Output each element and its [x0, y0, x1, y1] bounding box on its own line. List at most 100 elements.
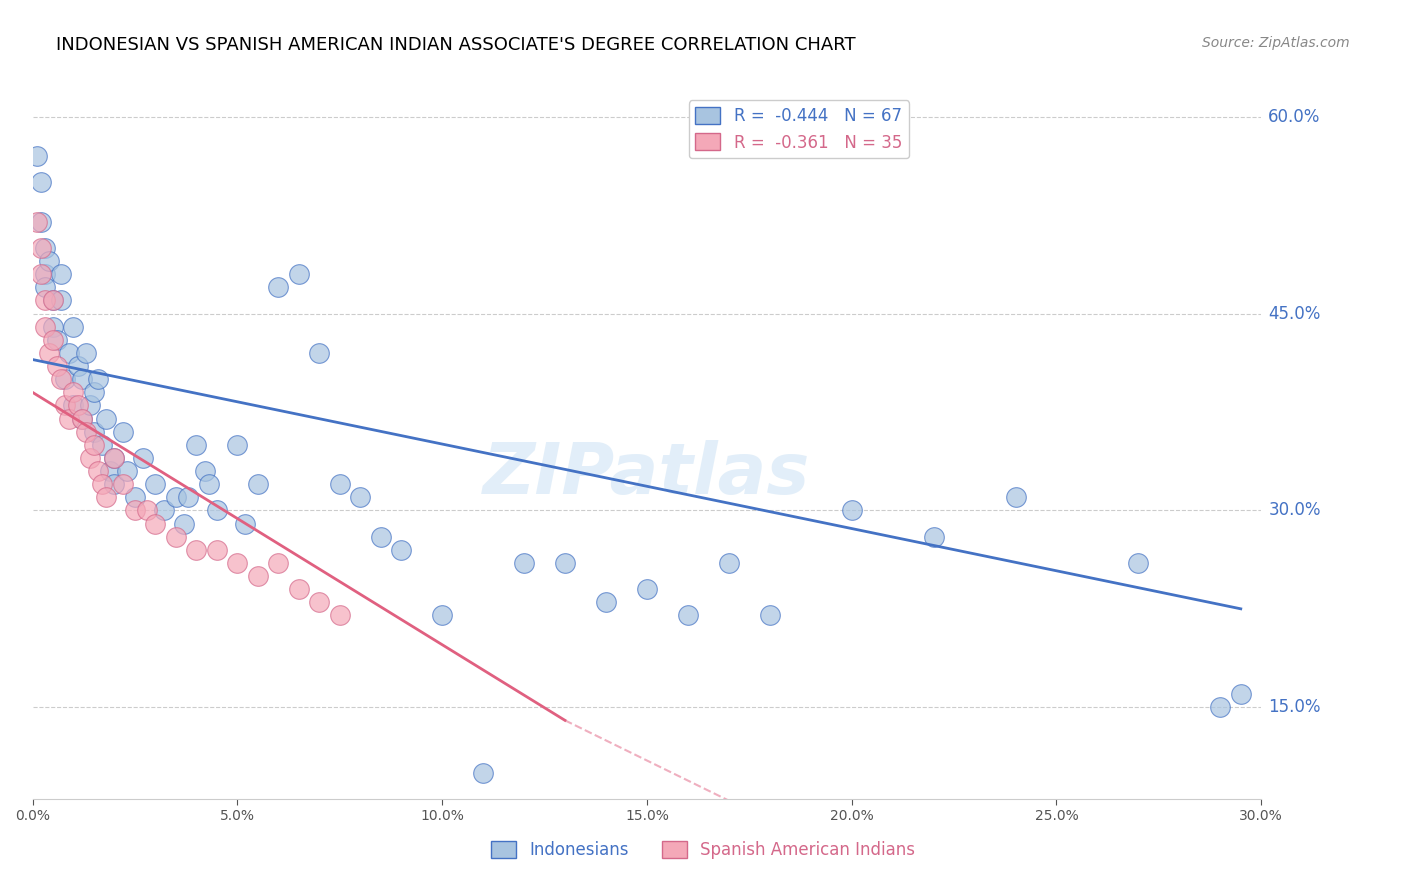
Point: [267, 556, 290, 570]
Point: [42, 333, 65, 347]
Point: [922, 530, 945, 544]
Point: [62, 319, 84, 334]
Point: [308, 346, 330, 360]
Point: [389, 542, 412, 557]
Point: [58, 346, 80, 360]
Point: [226, 438, 249, 452]
Point: [554, 556, 576, 570]
Point: [66, 399, 89, 413]
Point: [186, 542, 208, 557]
Point: [79, 399, 101, 413]
Text: 15.0%: 15.0%: [1268, 698, 1320, 716]
Legend: R =  -0.444   N = 67, R =  -0.361   N = 35: R = -0.444 N = 67, R = -0.361 N = 35: [689, 100, 908, 158]
Point: [70, 372, 93, 386]
Point: [51, 293, 73, 308]
Point: [83, 385, 105, 400]
Point: [205, 503, 228, 517]
Point: [30, 175, 52, 189]
Point: [96, 411, 118, 425]
Point: [152, 503, 174, 517]
Point: [75, 346, 97, 360]
Point: [62, 399, 84, 413]
Text: 30.0%: 30.0%: [1268, 501, 1320, 519]
Point: [98, 464, 121, 478]
Text: INDONESIAN VS SPANISH AMERICAN INDIAN ASSOCIATE'S DEGREE CORRELATION CHART: INDONESIAN VS SPANISH AMERICAN INDIAN AS…: [56, 36, 856, 54]
Point: [329, 608, 352, 623]
Point: [165, 491, 187, 505]
Point: [430, 608, 453, 623]
Point: [38, 346, 60, 360]
Point: [30, 215, 52, 229]
Point: [595, 595, 617, 609]
Point: [287, 267, 309, 281]
Point: [246, 477, 269, 491]
Point: [34, 319, 56, 334]
Point: [34, 280, 56, 294]
Point: [124, 503, 146, 517]
Point: [103, 477, 125, 491]
Point: [205, 542, 228, 557]
Point: [70, 411, 93, 425]
Point: [676, 608, 699, 623]
Point: [83, 425, 105, 439]
Text: 45.0%: 45.0%: [1268, 304, 1320, 323]
Point: [53, 372, 76, 386]
Point: [46, 359, 69, 373]
Point: [62, 385, 84, 400]
Point: [841, 503, 863, 517]
Point: [173, 516, 195, 531]
Point: [472, 765, 495, 780]
Point: [513, 556, 536, 570]
Point: [165, 530, 187, 544]
Point: [267, 280, 290, 294]
Point: [25, 215, 48, 229]
Point: [75, 425, 97, 439]
Text: ZIPatlas: ZIPatlas: [484, 440, 811, 508]
Point: [235, 516, 257, 531]
Point: [42, 293, 65, 308]
Point: [46, 333, 69, 347]
Point: [58, 411, 80, 425]
Point: [1209, 700, 1232, 714]
Point: [758, 608, 780, 623]
Point: [70, 411, 93, 425]
Point: [30, 267, 52, 281]
Point: [349, 491, 371, 505]
Point: [246, 569, 269, 583]
Point: [91, 438, 114, 452]
Point: [1229, 687, 1251, 701]
Point: [51, 372, 73, 386]
Point: [132, 450, 155, 465]
Point: [42, 319, 65, 334]
Point: [287, 582, 309, 596]
Point: [83, 438, 105, 452]
Point: [370, 530, 392, 544]
Point: [103, 450, 125, 465]
Point: [1004, 491, 1026, 505]
Point: [145, 516, 167, 531]
Point: [111, 477, 134, 491]
Point: [177, 491, 200, 505]
Point: [34, 267, 56, 281]
Point: [115, 464, 138, 478]
Legend: Indonesians, Spanish American Indians: Indonesians, Spanish American Indians: [484, 834, 922, 866]
Point: [111, 425, 134, 439]
Point: [197, 477, 219, 491]
Point: [96, 491, 118, 505]
Point: [717, 556, 740, 570]
Point: [51, 267, 73, 281]
Point: [38, 254, 60, 268]
Point: [87, 372, 110, 386]
Text: Source: ZipAtlas.com: Source: ZipAtlas.com: [1202, 36, 1350, 50]
Point: [136, 503, 159, 517]
Point: [1128, 556, 1150, 570]
Point: [30, 241, 52, 255]
Point: [636, 582, 658, 596]
Point: [329, 477, 352, 491]
Point: [66, 359, 89, 373]
Point: [193, 464, 215, 478]
Point: [25, 149, 48, 163]
Point: [42, 293, 65, 308]
Point: [53, 399, 76, 413]
Point: [34, 241, 56, 255]
